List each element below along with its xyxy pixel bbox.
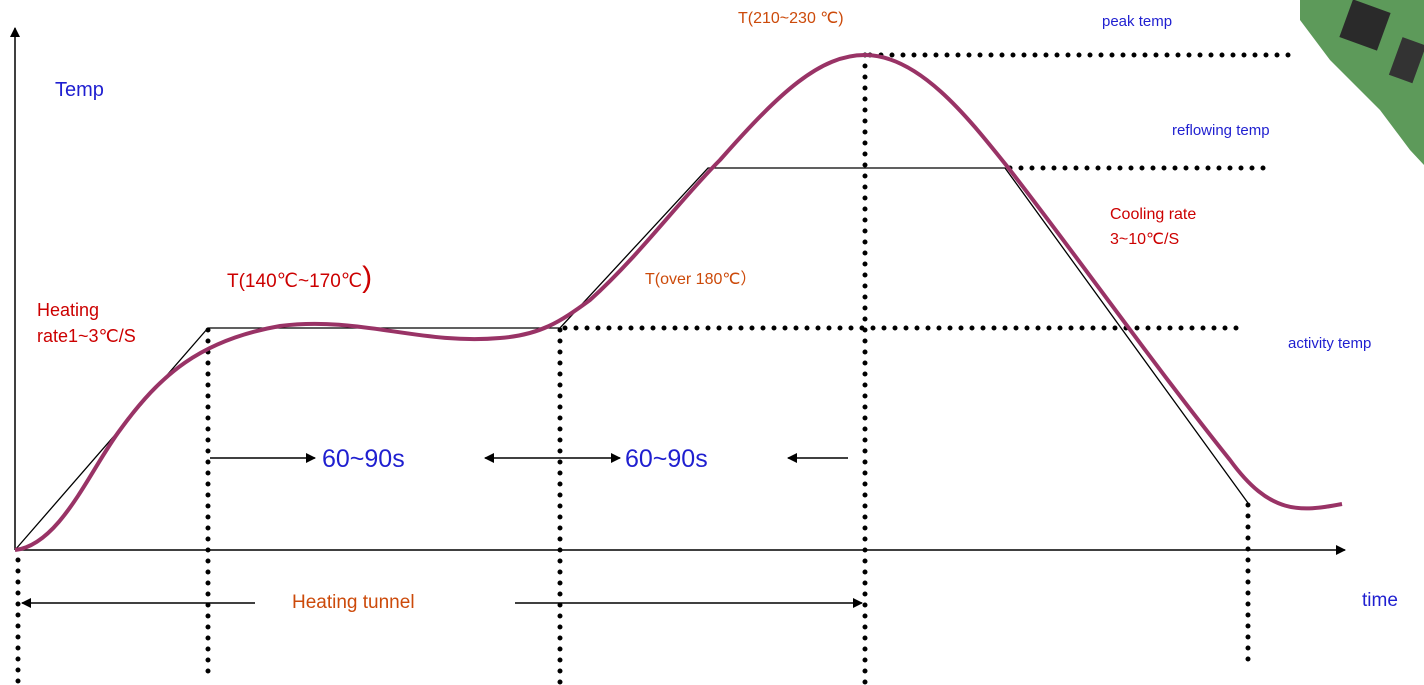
soak-range-text: T(140℃~170℃	[227, 271, 362, 292]
ideal-profile	[14, 167, 1249, 551]
board-image	[1300, 0, 1424, 165]
reflowing-temp: reflowing temp	[1172, 122, 1270, 139]
cooling-rate: Cooling rate 3~10℃/S	[1110, 206, 1201, 248]
heating-rate-line: Heating	[37, 300, 99, 320]
arrows	[21, 453, 863, 608]
heating-tunnel: Heating tunnel	[292, 592, 415, 613]
heating-rate: Heating rate1~3℃/S	[37, 300, 136, 346]
dotted-guides	[15, 52, 1295, 685]
peak-temp: peak temp	[1102, 13, 1172, 30]
reflow-range: T(over 180℃）	[645, 270, 756, 288]
temp-label: Temp	[55, 79, 104, 101]
soak-time: 60~90s	[322, 445, 405, 473]
reflow-time: 60~90s	[625, 445, 708, 473]
reflow-curve	[14, 52, 1343, 552]
activity-temp: activity temp	[1288, 335, 1371, 352]
cooling-rate-line: 3~10℃/S	[1110, 231, 1179, 248]
time-label: time	[1362, 590, 1398, 611]
soak-range-paren: )	[362, 261, 372, 294]
heating-rate-line: rate1~3℃/S	[37, 326, 136, 346]
cooling-rate-line: Cooling rate	[1110, 206, 1196, 223]
soak-range: T(140℃~170℃)	[227, 261, 372, 294]
peak-range: T(210~230 ℃)	[738, 10, 844, 27]
